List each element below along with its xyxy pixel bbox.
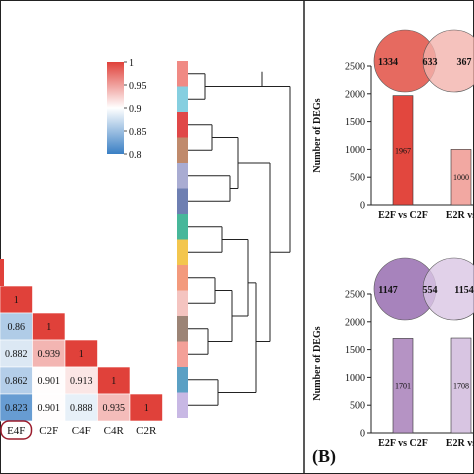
heatmap-column-label: C4F: [72, 425, 91, 437]
heatmap-cell: [0, 285, 33, 314]
deg-bar-value: 1967: [395, 146, 411, 155]
deg-bar-chart-top: 1334 633 367 0 500 1000 1500 2000 2500 Number of …: [312, 29, 474, 221]
heatmap-cell: [64, 339, 98, 368]
venn-overlap-count: 554: [423, 285, 438, 296]
y-tick-label: 2500: [345, 62, 365, 73]
colorbar-scale: [107, 62, 124, 154]
sample-color-swatch: [177, 86, 188, 112]
heatmap-cell: [32, 312, 66, 341]
x-category-label: E2F vs C2F: [378, 210, 428, 221]
heatmap-column-label: C4R: [104, 425, 125, 437]
heatmap-cell-value: 1: [79, 349, 84, 360]
correlation-heatmap: 1 0.86 1 0.882 0.939 1 0.862 0.901 0.913 1 0.823 0.…: [0, 259, 163, 440]
venn-left-count: 1334: [378, 57, 398, 68]
heatmap-cell: [0, 393, 33, 422]
heatmap-cell-value: 0.913: [70, 376, 93, 387]
y-tick-label: 1000: [345, 373, 365, 384]
deg-bar-value: 1701: [395, 382, 411, 391]
sample-color-swatch: [177, 367, 188, 393]
sample-color-swatch: [177, 290, 188, 316]
x-category-label: E2R vs: [446, 210, 474, 221]
heatmap-cell-value: 0.888: [70, 403, 93, 414]
sample-color-swatch: [177, 112, 188, 138]
y-tick-label: 2000: [345, 89, 365, 100]
heatmap-cell: [32, 393, 66, 422]
heatmap-cell-value: 1: [144, 403, 149, 414]
heatmap-column-label: C2F: [39, 425, 58, 437]
deg-bar: [450, 337, 472, 434]
y-tick-label: 500: [350, 401, 365, 412]
heatmap-column-label: E4F: [7, 425, 25, 437]
venn-right-count: 1154: [454, 285, 473, 296]
heatmap-cell-value: 0.882: [5, 349, 28, 360]
y-tick-label: 0: [360, 429, 365, 440]
sample-color-swatch: [177, 163, 188, 189]
heatmap-column-label: C2R: [136, 425, 157, 437]
heatmap-cell-value: 0.862: [5, 376, 28, 387]
cluster-dendrogram: [188, 71, 291, 406]
heatmap-cell: [97, 366, 131, 395]
y-tick-label: 2000: [345, 317, 365, 328]
heatmap-cell-value: 0.823: [5, 403, 28, 414]
y-tick-label: 1500: [345, 345, 365, 356]
heatmap-cell-value: 0.939: [38, 349, 61, 360]
sample-color-strip: [177, 61, 188, 418]
deg-bar: [392, 338, 414, 434]
sample-color-swatch: [177, 341, 188, 367]
y-tick-label: 1000: [345, 145, 365, 156]
deg-bar-value: 1000: [453, 173, 469, 182]
panel-label-b: (B): [312, 446, 336, 467]
sample-color-swatch: [177, 239, 188, 265]
heatmap-colorbar: 1 0.95 0.9 0.85 0.8: [107, 58, 147, 161]
sample-color-swatch: [177, 265, 188, 291]
colorbar-tick-label: 0.8: [129, 150, 142, 161]
deg-bar: [392, 95, 414, 206]
venn-right-count: 367: [457, 57, 472, 68]
highlight-ring: [0, 420, 33, 440]
colorbar-tick-label: 0.95: [129, 81, 147, 92]
colorbar-tick-label: 1: [129, 58, 134, 69]
heatmap-cell: [97, 393, 131, 422]
sample-color-swatch: [177, 214, 188, 240]
heatmap-cell: [64, 366, 98, 395]
heatmap-cell-value: 1: [46, 322, 51, 333]
heatmap-cell: [0, 339, 33, 368]
venn-left-count: 1147: [378, 285, 397, 296]
x-category-label: E2R vs: [446, 438, 474, 449]
deg-bar-chart-bottom: 1147 554 1154 0 500 1000 1500 2000 2500 Number of…: [312, 257, 474, 449]
heatmap-cell-value: 1: [14, 295, 19, 306]
y-tick-label: 0: [360, 201, 365, 212]
sample-color-swatch: [177, 316, 188, 342]
y-axis-title: Number of DEGs: [312, 98, 323, 172]
sample-color-swatch: [177, 392, 188, 418]
sample-color-swatch: [177, 188, 188, 214]
x-category-label: E2F vs C2F: [378, 438, 428, 449]
heatmap-cell-value: 0.935: [103, 403, 126, 414]
heatmap-cell-value: 0.901: [38, 403, 61, 414]
heatmap-cell-partial: [0, 259, 4, 286]
y-axis-title: Number of DEGs: [312, 326, 323, 400]
venn-circle-right: [422, 29, 474, 93]
sample-color-swatch: [177, 61, 188, 87]
sample-color-swatch: [177, 137, 188, 163]
colorbar-tick-label: 0.9: [129, 104, 142, 115]
heatmap-cell-value: 1: [111, 376, 116, 387]
y-tick-label: 500: [350, 173, 365, 184]
venn-overlap-count: 633: [423, 57, 438, 68]
heatmap-cell-value: 0.86: [8, 322, 26, 333]
heatmap-cell: [129, 393, 163, 422]
deg-bar: [450, 149, 472, 206]
colorbar-tick-label: 0.85: [129, 127, 147, 138]
y-tick-label: 1500: [345, 117, 365, 128]
deg-bar-value: 1708: [453, 382, 469, 391]
heatmap-cell-value: 0.901: [38, 376, 61, 387]
y-tick-label: 2500: [345, 290, 365, 301]
venn-circle-right: [422, 257, 474, 321]
